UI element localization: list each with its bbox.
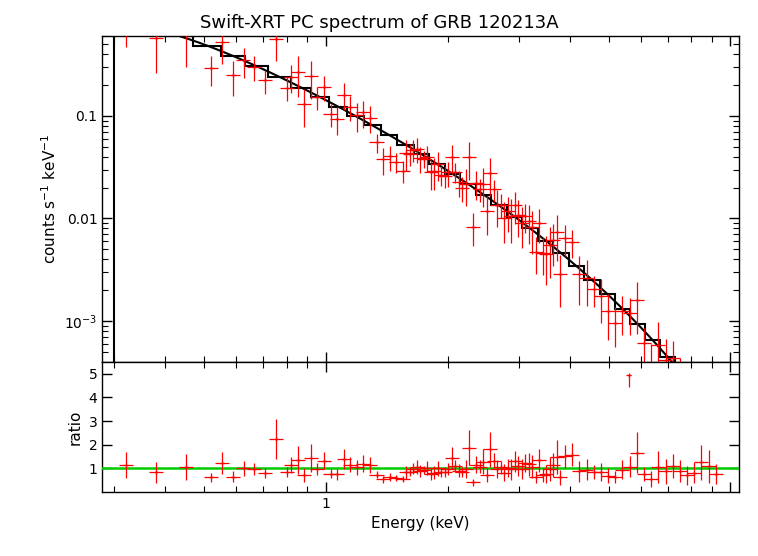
Y-axis label: ratio: ratio bbox=[68, 409, 83, 445]
X-axis label: Energy (keV): Energy (keV) bbox=[371, 517, 470, 532]
Y-axis label: counts s$^{-1}$ keV$^{-1}$: counts s$^{-1}$ keV$^{-1}$ bbox=[40, 134, 58, 264]
Text: Swift-XRT PC spectrum of GRB 120213A: Swift-XRT PC spectrum of GRB 120213A bbox=[199, 14, 559, 32]
